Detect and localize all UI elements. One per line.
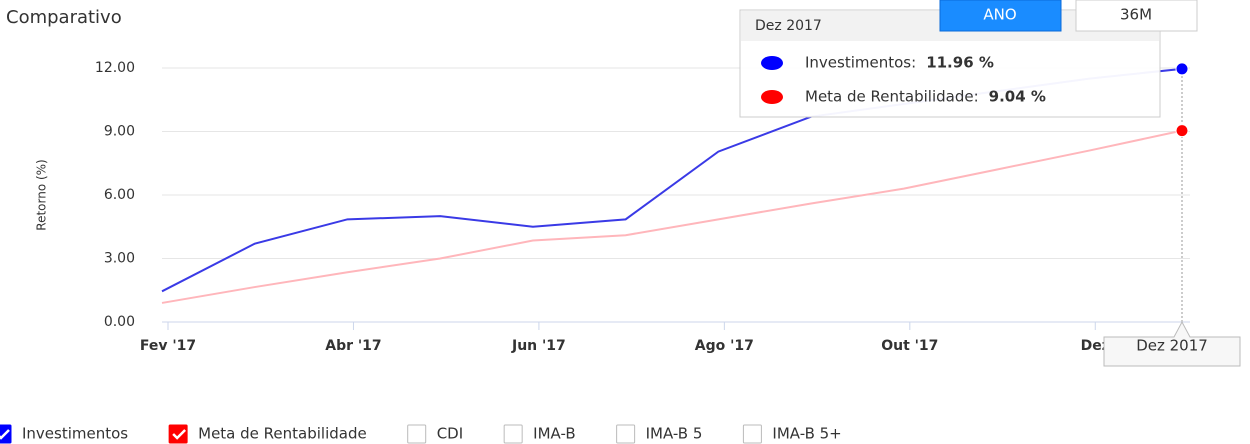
- tooltip-value: 9.04 %: [989, 88, 1046, 106]
- tooltip-value: 11.96 %: [926, 54, 994, 72]
- legend-checkbox[interactable]: [616, 424, 636, 444]
- legend-label[interactable]: Meta de Rentabilidade: [198, 425, 367, 443]
- x-tick-label: Dez: [1081, 338, 1110, 354]
- hover-marker: [1175, 124, 1189, 138]
- legend-checkbox[interactable]: [503, 424, 523, 444]
- legend-label[interactable]: IMA-B 5: [646, 425, 703, 443]
- tooltip-title: Dez 2017: [755, 18, 822, 34]
- range-button-label[interactable]: 36M: [1120, 6, 1152, 24]
- legend-label[interactable]: CDI: [437, 425, 463, 443]
- y-tick-label: 3.00: [104, 251, 135, 267]
- hover-marker: [1175, 62, 1189, 76]
- legend-label[interactable]: Investimentos: [22, 425, 128, 443]
- range-button[interactable]: [939, 0, 1062, 32]
- hover-x-label: Dez 2017: [1136, 337, 1208, 355]
- tooltip-marker: [761, 90, 783, 104]
- legend-check: [172, 429, 187, 440]
- legend-label[interactable]: IMA-B 5+: [772, 425, 841, 443]
- range-button-label[interactable]: ANO: [983, 6, 1016, 24]
- tooltip-label: Investimentos:: [805, 54, 916, 72]
- y-tick-label: 0.00: [104, 314, 135, 330]
- x-tick-label: Out '17: [881, 338, 938, 354]
- x-tick-label: Ago '17: [695, 338, 754, 354]
- series-line: [161, 129, 1183, 304]
- legend-check: [0, 429, 10, 440]
- chart-title: Comparativo: [6, 7, 122, 28]
- y-tick-label: 6.00: [104, 187, 135, 203]
- x-tick-label: Abr '17: [325, 338, 381, 354]
- legend-checkbox[interactable]: [407, 424, 427, 444]
- y-axis-label: Retorno (%): [35, 159, 49, 230]
- x-tick-label: Fev '17: [140, 338, 196, 354]
- y-tick-label: 12.00: [95, 60, 135, 76]
- legend-checkbox[interactable]: [168, 424, 188, 444]
- hover-x-box: [1103, 320, 1241, 367]
- x-tick-label: Jun '17: [511, 338, 566, 354]
- range-button[interactable]: [1075, 0, 1198, 32]
- tooltip-label: Meta de Rentabilidade:: [805, 88, 979, 106]
- tooltip-marker: [761, 56, 783, 70]
- y-tick-label: 9.00: [104, 124, 135, 140]
- legend-label[interactable]: IMA-B: [533, 425, 575, 443]
- legend-checkbox[interactable]: [742, 424, 762, 444]
